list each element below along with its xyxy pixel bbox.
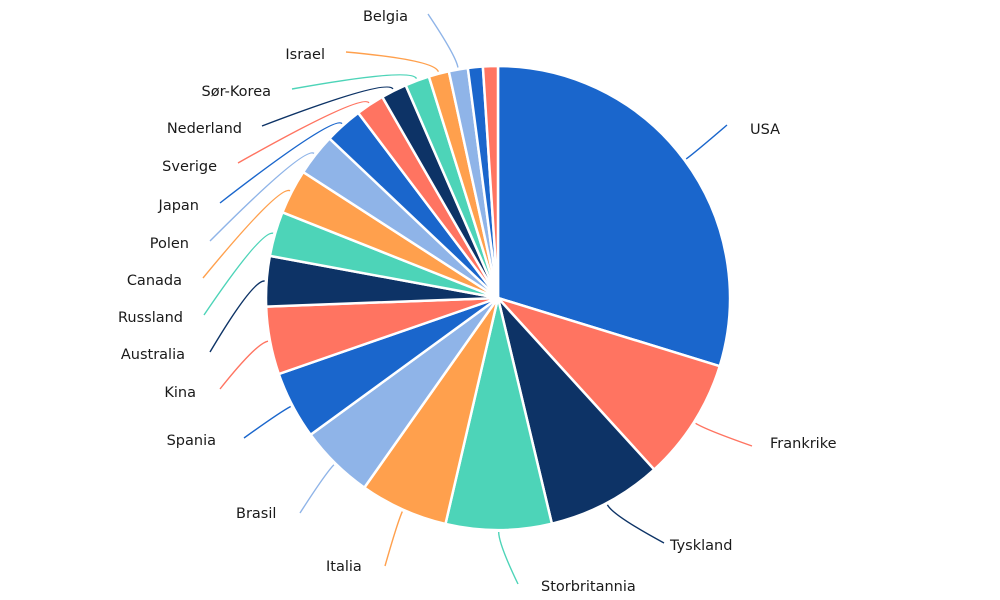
slice-label: Kina: [164, 385, 196, 401]
pie-slice-frankrike: [493, 295, 722, 472]
leader-line: [203, 232, 274, 316]
slice-label: Storbritannia: [541, 579, 636, 595]
leader-line: [243, 405, 291, 439]
pie-slice: [481, 64, 500, 299]
pie-slice-tyskland: [496, 297, 656, 526]
slice-label: Israel: [285, 47, 325, 63]
leader-line: [695, 422, 753, 447]
slice-label: Italia: [326, 559, 362, 575]
slice-label: Belgia: [363, 9, 408, 25]
slice-label: Japan: [158, 198, 199, 214]
leader-line: [209, 152, 315, 242]
pie-slice-storbritannia: [443, 297, 554, 532]
slice-label: Nederland: [167, 121, 242, 137]
leader-line: [209, 280, 265, 353]
leader-line: [291, 74, 418, 90]
slice-label: Canada: [127, 273, 182, 289]
pie-slices: [264, 64, 732, 532]
leader-line: [497, 531, 519, 585]
slice-labels: USA Frankrike Tyskland Storbritannia Italia B…: [118, 9, 837, 595]
slice-label: Sør-Korea: [202, 84, 271, 100]
leader-line: [345, 51, 439, 73]
pie-slice-usa: [496, 64, 732, 368]
slice-label: Frankrike: [770, 436, 837, 452]
leader-line: [299, 464, 335, 514]
leader-line: [606, 504, 665, 544]
leader-line: [427, 13, 459, 68]
leader-line: [261, 86, 394, 127]
slice-label: Polen: [150, 236, 189, 252]
leader-line: [384, 511, 403, 567]
leader-line: [685, 124, 728, 160]
leader-line: [202, 189, 291, 279]
slice-label: Brasil: [236, 506, 276, 522]
slice-label: Russland: [118, 310, 183, 326]
slice-label: Sverige: [162, 159, 217, 175]
leader-line: [237, 100, 370, 164]
slice-label: USA: [750, 122, 780, 138]
leader-line: [219, 122, 343, 204]
leader-line: [219, 340, 269, 390]
slice-label: Spania: [167, 433, 216, 449]
leader-lines: [202, 13, 753, 585]
slice-label: Tyskland: [669, 538, 732, 554]
slice-label: Australia: [121, 347, 185, 363]
